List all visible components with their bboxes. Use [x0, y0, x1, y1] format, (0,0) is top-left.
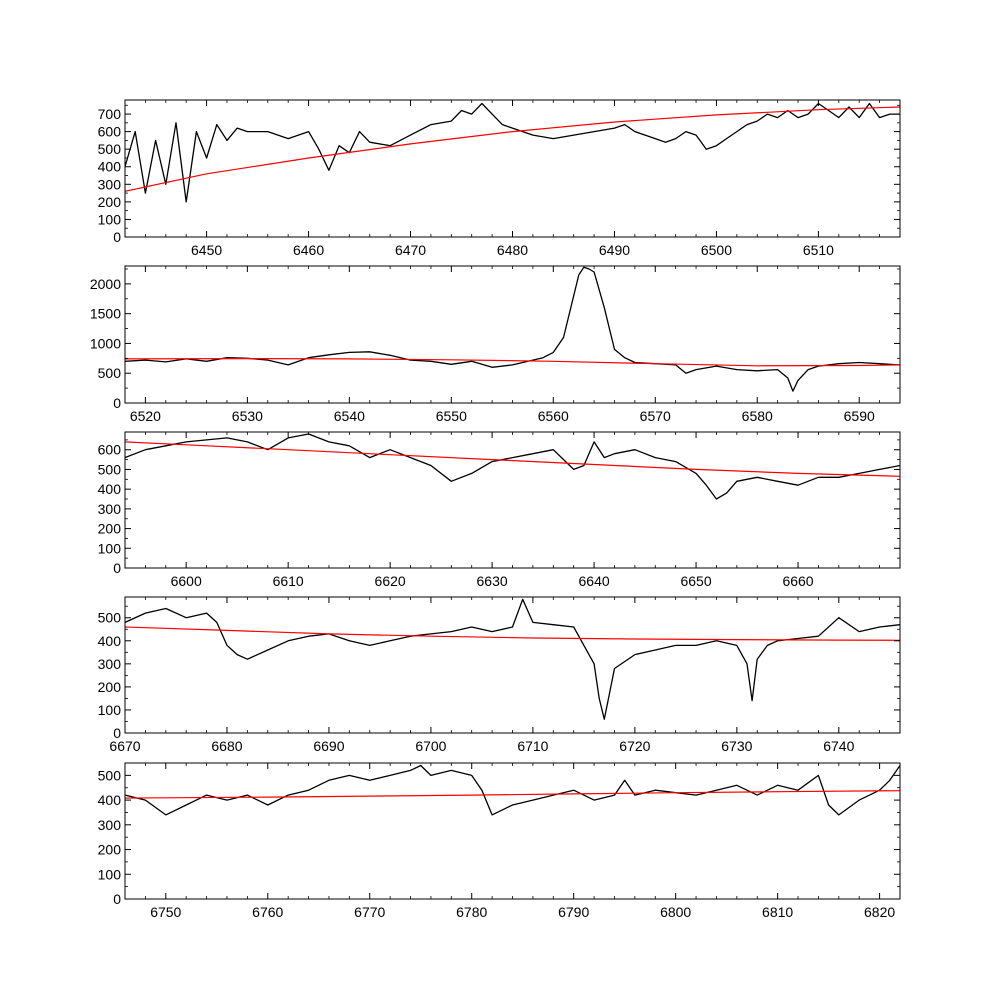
y-tick-label: 100 [98, 540, 122, 556]
x-tick-label: 6570 [640, 408, 671, 424]
x-tick-label: 6670 [109, 738, 140, 754]
x-tick-label: 6650 [680, 573, 711, 589]
panel-2: 6520 6530 6540 6550 6560 6570 6580 6590 0 500 1000… [90, 265, 901, 424]
y-tick-label: 500 [98, 767, 122, 783]
continuum-fit-line-1 [125, 106, 900, 192]
x-tick-label: 6470 [395, 242, 426, 258]
x-tick-label: 6740 [823, 738, 854, 754]
y-tick-label: 500 [98, 141, 122, 157]
x-tick-label: 6560 [538, 408, 569, 424]
axes-frame [124, 762, 901, 900]
y-tick-label: 300 [98, 501, 122, 517]
y-tick-label: 400 [98, 633, 122, 649]
x-tick-label: 6460 [293, 242, 324, 258]
x-tick-label: 6450 [191, 242, 222, 258]
y-tick-label: 0 [113, 229, 121, 245]
x-tick-label: 6640 [579, 573, 610, 589]
spectrum-line-3 [125, 433, 900, 500]
x-tick-label: 6660 [782, 573, 813, 589]
y-tick-label: 100 [98, 702, 122, 718]
y-tick-label: 200 [98, 521, 122, 537]
x-tick-label: 6500 [701, 242, 732, 258]
panel-4: 6670 6680 6690 6700 6710 6720 6730 6740 0 100 200 3… [98, 596, 901, 754]
x-tick-label: 6790 [558, 904, 589, 920]
x-tick-label: 6710 [517, 738, 548, 754]
x-tick-label: 6550 [436, 408, 467, 424]
y-tick-label: 600 [98, 442, 122, 458]
y-tick-label: 200 [98, 842, 122, 858]
y-tick-label: 100 [98, 866, 122, 882]
axes-frame [124, 596, 901, 734]
spectrum-line-1 [125, 102, 900, 203]
y-tick-label: 300 [98, 656, 122, 672]
x-tick-label: 6610 [273, 573, 304, 589]
x-tick-label: 6480 [497, 242, 528, 258]
x-tick-label: 6540 [334, 408, 365, 424]
continuum-fit-line-4 [125, 626, 900, 641]
y-tick-label: 0 [113, 395, 121, 411]
y-tick-label: 500 [98, 461, 122, 477]
panel-5: 6750 6760 6770 6780 6790 6800 6810 6820 0 100 200 3… [98, 762, 901, 920]
y-tick-label: 400 [98, 792, 122, 808]
x-tick-label: 6510 [803, 242, 834, 258]
x-tick-label: 6690 [313, 738, 344, 754]
x-tick-label: 6580 [742, 408, 773, 424]
x-tick-label: 6520 [130, 408, 161, 424]
panel-3: 6600 6610 6620 6630 6640 6650 6660 0 100 200 300 40… [98, 431, 901, 589]
spectrum-line-4 [125, 598, 900, 720]
continuum-fit-line-2 [125, 358, 900, 367]
x-tick-label: 6630 [477, 573, 508, 589]
y-tick-label: 1000 [90, 335, 121, 351]
x-tick-label: 6600 [171, 573, 202, 589]
continuum-fit-line-5 [125, 790, 900, 799]
x-tick-label: 6810 [762, 904, 793, 920]
y-tick-label: 400 [98, 481, 122, 497]
y-tick-label: 700 [98, 106, 122, 122]
continuum-fit-line-3 [125, 441, 900, 477]
axes-frame [124, 431, 901, 569]
y-tick-label: 2000 [90, 276, 121, 292]
y-tick-label: 1500 [90, 306, 121, 322]
y-tick-label: 200 [98, 679, 122, 695]
x-tick-label: 6680 [211, 738, 242, 754]
y-tick-label: 400 [98, 159, 122, 175]
x-tick-label: 6530 [232, 408, 263, 424]
y-tick-label: 200 [98, 194, 122, 210]
x-tick-label: 6490 [599, 242, 630, 258]
x-tick-label: 6820 [864, 904, 895, 920]
spectrum-line-5 [125, 764, 900, 816]
x-tick-label: 6750 [150, 904, 181, 920]
x-tick-label: 6800 [660, 904, 691, 920]
x-tick-label: 6590 [844, 408, 875, 424]
y-tick-label: 0 [113, 891, 121, 907]
y-tick-label: 500 [98, 365, 122, 381]
spectrum-line-2 [125, 266, 900, 392]
y-tick-label: 300 [98, 817, 122, 833]
y-tick-label: 300 [98, 176, 122, 192]
x-tick-label: 6780 [456, 904, 487, 920]
y-tick-label: 100 [98, 211, 122, 227]
y-tick-label: 600 [98, 124, 122, 140]
axes-frame [124, 265, 901, 404]
x-tick-label: 6700 [415, 738, 446, 754]
y-tick-label: 0 [113, 725, 121, 741]
x-tick-label: 6760 [252, 904, 283, 920]
x-tick-label: 6770 [354, 904, 385, 920]
y-tick-label: 0 [113, 560, 121, 576]
x-tick-label: 6720 [619, 738, 650, 754]
y-tick-label: 500 [98, 610, 122, 626]
x-tick-label: 6620 [375, 573, 406, 589]
x-tick-label: 6730 [721, 738, 752, 754]
